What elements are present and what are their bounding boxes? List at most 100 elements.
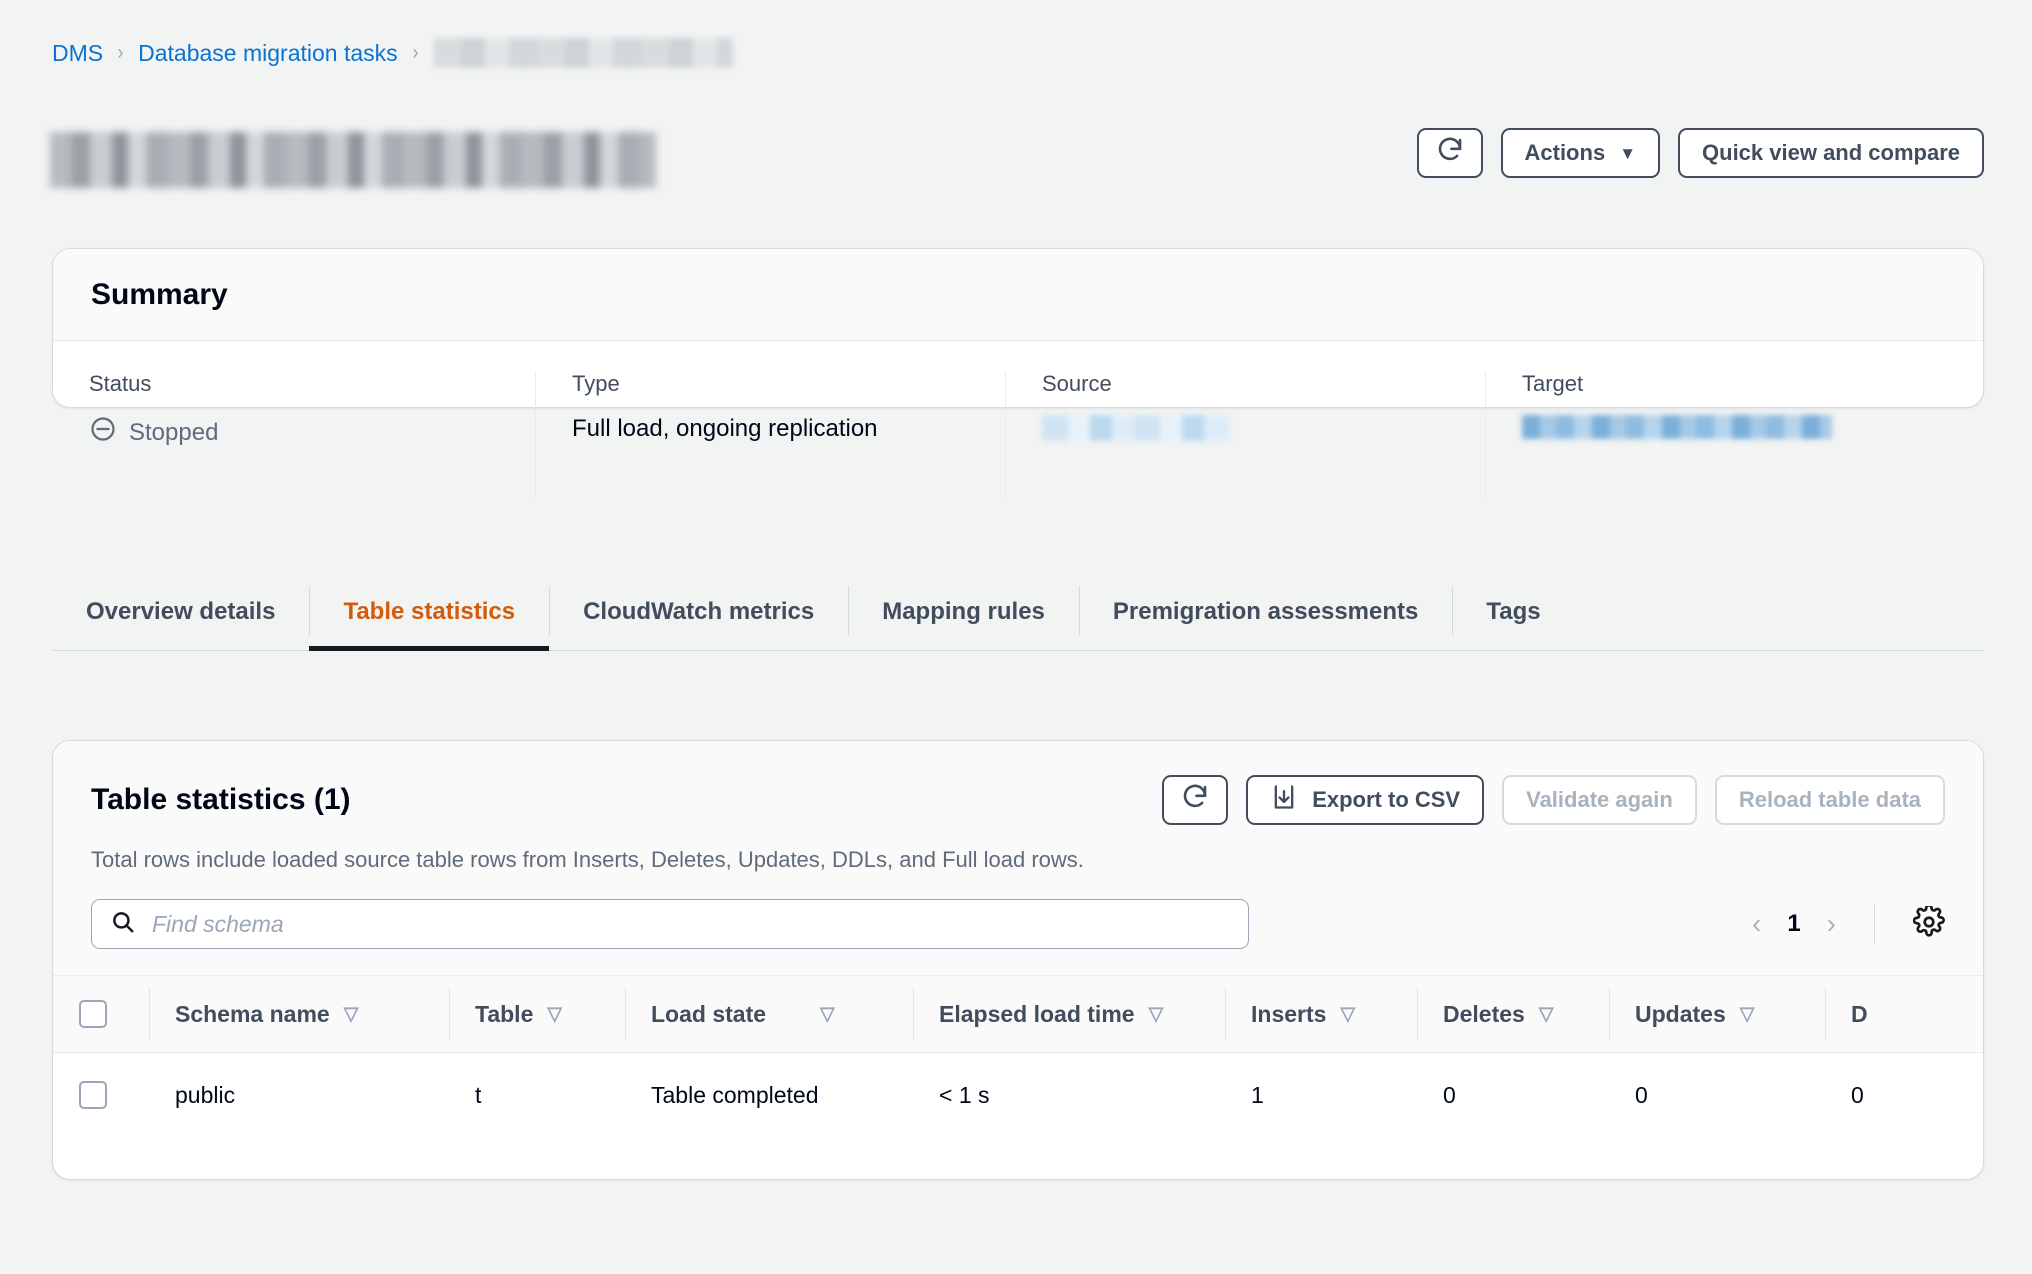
type-label: Type bbox=[572, 371, 620, 396]
tab-overview-details[interactable]: Overview details bbox=[86, 598, 276, 625]
type-value: Full load, ongoing replication bbox=[572, 415, 878, 442]
validate-again-button[interactable]: Validate again bbox=[1502, 775, 1697, 825]
reload-table-data-button[interactable]: Reload table data bbox=[1714, 775, 1945, 825]
sort-icon[interactable]: ▽ bbox=[820, 1003, 835, 1025]
cell-load-state: Table completed bbox=[625, 1052, 913, 1137]
table-statistics-header: Table statistics (1) bbox=[53, 741, 1983, 873]
target-label: Target bbox=[1522, 371, 1584, 396]
column-load-state-label: Load state bbox=[651, 1000, 767, 1027]
column-table[interactable]: Table ▽ bbox=[449, 976, 625, 1053]
summary-heading: Summary bbox=[91, 277, 228, 311]
reload-table-data-label: Reload table data bbox=[1738, 787, 1921, 812]
row-select-cell bbox=[53, 1052, 149, 1137]
cell-schema-name: public bbox=[149, 1052, 449, 1137]
tab-mapping-rules[interactable]: Mapping rules bbox=[848, 572, 1079, 650]
target-endpoint-redacted[interactable] bbox=[1522, 415, 1832, 439]
table-statistics-table: Schema name ▽ Table ▽ Load state ▽ bbox=[53, 976, 1983, 1137]
column-ddls-clipped[interactable]: D bbox=[1825, 976, 1983, 1053]
actions-button[interactable]: Actions ▼ bbox=[1500, 128, 1661, 178]
table-statistics-panel: Table statistics (1) bbox=[52, 740, 1984, 1180]
refresh-button[interactable] bbox=[1416, 128, 1483, 178]
breadcrumb-separator-icon: › bbox=[412, 41, 419, 64]
export-to-csv-button[interactable]: Export to CSV bbox=[1246, 775, 1485, 825]
table-refresh-button[interactable] bbox=[1162, 775, 1229, 825]
sort-icon[interactable]: ▽ bbox=[1148, 1003, 1164, 1025]
table-header-row: Schema name ▽ Table ▽ Load state ▽ bbox=[53, 976, 1983, 1053]
refresh-icon bbox=[1435, 135, 1465, 171]
column-load-state[interactable]: Load state ▽ bbox=[625, 976, 913, 1053]
breadcrumb: DMS › Database migration tasks › bbox=[52, 38, 733, 68]
search-icon bbox=[110, 909, 136, 940]
column-schema-name-label: Schema name bbox=[175, 1000, 330, 1027]
chevron-down-icon: ▼ bbox=[1619, 143, 1637, 163]
updates-value: 0 bbox=[1635, 1081, 1648, 1108]
table-value: t bbox=[475, 1081, 482, 1108]
column-elapsed-load-time[interactable]: Elapsed load time ▽ bbox=[913, 976, 1225, 1053]
source-label: Source bbox=[1042, 371, 1112, 396]
breadcrumb-item-dms[interactable]: DMS bbox=[52, 39, 104, 66]
table-statistics-description: Total rows include loaded source table r… bbox=[91, 847, 1084, 872]
inserts-value: 1 bbox=[1251, 1081, 1264, 1108]
table-row[interactable]: public t Table completed < 1 s 1 bbox=[53, 1052, 1983, 1137]
column-deletes[interactable]: Deletes ▽ bbox=[1417, 976, 1609, 1053]
breadcrumb-separator-icon: › bbox=[117, 41, 124, 64]
pagination-next-button[interactable]: › bbox=[1826, 908, 1836, 939]
tab-cloudwatch-metrics[interactable]: CloudWatch metrics bbox=[549, 572, 848, 650]
column-table-label: Table bbox=[475, 1000, 534, 1027]
search-input[interactable] bbox=[150, 909, 1230, 939]
target-value[interactable] bbox=[1522, 415, 1929, 439]
table-body: public t Table completed < 1 s 1 bbox=[53, 1052, 1983, 1137]
summary-field-target: Target bbox=[1485, 371, 1965, 499]
tab-table-statistics[interactable]: Table statistics bbox=[309, 572, 549, 651]
sort-icon[interactable]: ▽ bbox=[343, 1003, 359, 1025]
status-value: Stopped bbox=[89, 415, 499, 450]
gear-icon[interactable] bbox=[1912, 903, 1945, 943]
breadcrumb-item-database-migration-tasks[interactable]: Database migration tasks bbox=[138, 39, 398, 66]
ddls-value: 0 bbox=[1851, 1081, 1864, 1108]
pagination-previous-button[interactable]: ‹ bbox=[1751, 908, 1762, 939]
pagination-current-page[interactable]: 1 bbox=[1787, 910, 1801, 937]
cell-ddls-clipped: 0 bbox=[1825, 1052, 1983, 1137]
breadcrumb-item-task-name-redacted[interactable] bbox=[432, 38, 733, 68]
column-updates[interactable]: Updates ▽ bbox=[1609, 976, 1825, 1053]
column-updates-label: Updates bbox=[1635, 1000, 1726, 1027]
table-filter-row: ‹ 1 › bbox=[53, 873, 1983, 976]
sort-icon[interactable]: ▽ bbox=[1538, 1003, 1554, 1025]
summary-field-type: Type Full load, ongoing replication bbox=[535, 371, 1005, 499]
sort-icon[interactable]: ▽ bbox=[547, 1003, 562, 1025]
table-statistics-title: Table statistics (1) bbox=[91, 783, 351, 816]
source-value[interactable] bbox=[1042, 415, 1449, 441]
summary-header: Summary bbox=[53, 249, 1983, 341]
cell-updates: 0 bbox=[1609, 1052, 1825, 1137]
column-inserts[interactable]: Inserts ▽ bbox=[1225, 976, 1417, 1053]
source-endpoint-redacted[interactable] bbox=[1042, 415, 1228, 441]
schema-name-value: public bbox=[175, 1081, 236, 1108]
download-icon bbox=[1270, 783, 1298, 817]
column-ddls-label: D bbox=[1851, 1000, 1868, 1027]
table-statistics-toolbar: Export to CSV Validate again Reload tabl… bbox=[1162, 775, 1945, 825]
column-deletes-label: Deletes bbox=[1443, 1000, 1525, 1027]
summary-body: Status Stopped Type Full load, ongoing r… bbox=[53, 341, 1983, 499]
table-header: Schema name ▽ Table ▽ Load state ▽ bbox=[53, 976, 1983, 1053]
tab-bar: Overview details Table statistics CloudW… bbox=[52, 572, 1984, 651]
select-all-checkbox[interactable] bbox=[79, 1000, 107, 1028]
summary-panel: Summary Status Stopped Type Full load bbox=[52, 248, 1984, 499]
column-select-all bbox=[53, 976, 149, 1053]
sort-icon[interactable]: ▽ bbox=[1340, 1003, 1356, 1025]
export-to-csv-label: Export to CSV bbox=[1312, 787, 1461, 812]
refresh-icon bbox=[1180, 782, 1210, 818]
quick-view-and-compare-button[interactable]: Quick view and compare bbox=[1678, 128, 1984, 178]
column-schema-name[interactable]: Schema name ▽ bbox=[149, 976, 449, 1053]
cell-table: t bbox=[449, 1052, 625, 1137]
column-elapsed-load-time-label: Elapsed load time bbox=[939, 1000, 1135, 1027]
quick-view-button-label: Quick view and compare bbox=[1702, 140, 1960, 165]
sort-icon[interactable]: ▽ bbox=[1739, 1003, 1755, 1025]
elapsed-load-time-value: < 1 s bbox=[939, 1081, 990, 1108]
tab-tags[interactable]: Tags bbox=[1452, 572, 1574, 650]
tab-premigration-assessments[interactable]: Premigration assessments bbox=[1078, 572, 1452, 650]
row-select-checkbox[interactable] bbox=[79, 1081, 107, 1109]
validate-again-label: Validate again bbox=[1526, 787, 1673, 812]
actions-button-label: Actions bbox=[1524, 140, 1606, 165]
search-box[interactable] bbox=[91, 899, 1249, 949]
